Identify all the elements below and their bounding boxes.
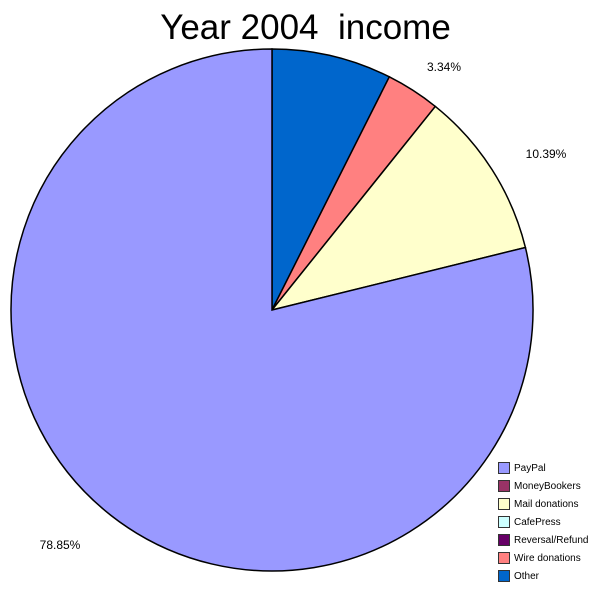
legend-label: MoneyBookers (514, 480, 581, 492)
legend-swatch (498, 462, 510, 474)
data-label: 3.34% (427, 60, 461, 74)
legend-item: Other (498, 567, 606, 585)
legend-swatch (498, 498, 510, 510)
pie-slice-other (271, 48, 391, 311)
legend-swatch (498, 480, 510, 492)
legend-swatch (498, 534, 510, 546)
data-label: 78.85% (40, 538, 81, 552)
legend: PayPal MoneyBookers Mail donations CafePres… (498, 459, 606, 585)
pie-slice-paypal (10, 48, 534, 572)
legend-item: Wire donations (498, 549, 606, 567)
legend-swatch (498, 552, 510, 564)
legend-item: PayPal (498, 459, 606, 477)
legend-swatch (498, 570, 510, 582)
data-label: 10.39% (526, 147, 567, 161)
legend-label: PayPal (514, 462, 546, 474)
legend-swatch (498, 516, 510, 528)
legend-label: Mail donations (514, 498, 579, 510)
legend-item: CafePress (498, 513, 606, 531)
legend-label: Wire donations (514, 552, 581, 564)
legend-item: Reversal/Refund (498, 531, 606, 549)
pie-slice-mail-donations (270, 105, 527, 312)
chart-title: Year 2004 income (160, 8, 451, 47)
legend-label: CafePress (514, 516, 561, 528)
legend-label: Other (514, 570, 540, 582)
legend-item: Mail donations (498, 495, 606, 513)
legend-label: Reversal/Refund (514, 534, 589, 546)
legend-item: MoneyBookers (498, 477, 606, 495)
